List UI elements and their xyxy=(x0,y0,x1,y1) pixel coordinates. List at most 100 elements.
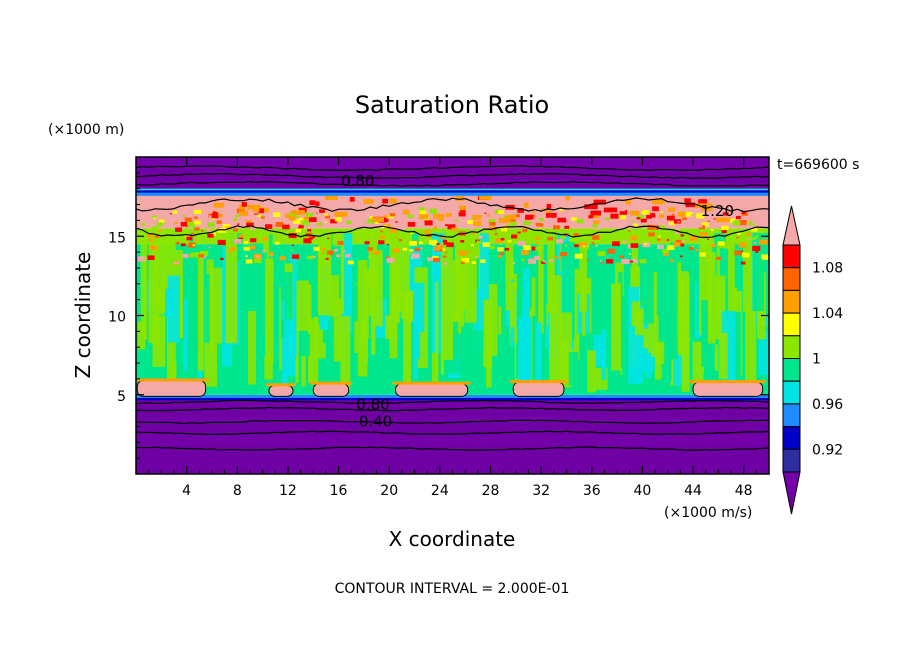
saturation-speckle xyxy=(667,207,675,212)
colorbar-tick-label: 0.96 xyxy=(812,397,843,413)
saturation-speckle xyxy=(347,260,354,265)
saturation-speckle xyxy=(176,262,180,265)
saturation-speckle xyxy=(710,229,714,232)
turbulence-plume xyxy=(549,274,562,388)
turbulence-plume xyxy=(750,233,764,312)
saturation-speckle xyxy=(206,229,211,232)
saturation-speckle xyxy=(374,220,381,224)
saturation-speckle xyxy=(612,241,620,247)
turbulence-plume xyxy=(621,295,626,384)
saturation-speckle xyxy=(194,220,201,225)
saturation-speckle xyxy=(159,212,165,216)
saturation-speckle xyxy=(740,261,746,265)
saturation-speckle xyxy=(682,217,687,221)
saturation-speckle xyxy=(174,222,178,225)
saturation-speckle xyxy=(424,230,430,234)
saturation-speckle xyxy=(514,214,520,218)
saturation-speckle xyxy=(505,224,509,228)
turbulence-plume xyxy=(601,329,607,380)
saturation-speckle xyxy=(279,256,286,261)
saturation-speckle xyxy=(270,254,273,257)
saturation-speckle xyxy=(137,256,147,262)
saturation-speckle xyxy=(564,244,568,247)
turbulence-plume xyxy=(385,315,398,340)
saturation-speckle xyxy=(211,217,216,220)
lower-isoline xyxy=(136,406,769,412)
high-saturation-patch xyxy=(517,208,524,213)
saturation-speckle xyxy=(313,246,320,251)
saturation-speckle xyxy=(531,211,535,213)
saturation-speckle xyxy=(743,257,749,261)
saturation-speckle xyxy=(211,232,217,236)
saturation-speckle xyxy=(442,239,448,243)
cloud-base-lens-rim xyxy=(310,381,352,385)
saturation-speckle xyxy=(765,217,769,222)
saturation-speckle xyxy=(528,258,537,264)
saturation-speckle xyxy=(237,223,240,225)
saturation-speckle xyxy=(460,261,465,265)
high-saturation-patch xyxy=(625,199,631,205)
turbulence-plume xyxy=(379,328,388,386)
saturation-speckle xyxy=(392,248,400,253)
turbulence-plume xyxy=(391,233,401,324)
saturation-speckle xyxy=(613,232,618,236)
lower-isoline xyxy=(136,399,769,405)
turbulence-plume xyxy=(707,251,716,344)
saturation-speckle xyxy=(558,257,561,260)
saturation-speckle xyxy=(561,236,566,239)
saturation-speckle xyxy=(662,248,670,254)
saturation-speckle xyxy=(573,232,579,237)
x-tick-label: 20 xyxy=(380,483,398,499)
saturation-speckle xyxy=(153,217,156,219)
x-tick-label: 8 xyxy=(233,483,242,499)
saturation-speckle xyxy=(680,234,685,237)
saturation-speckle xyxy=(549,259,554,262)
saturation-speckle xyxy=(630,235,638,241)
turbulence-plume xyxy=(301,349,306,387)
saturation-speckle xyxy=(225,226,232,230)
saturation-speckle xyxy=(424,220,433,226)
saturation-speckle xyxy=(476,252,480,255)
high-saturation-patch xyxy=(418,214,429,219)
x-unit-label: (×1000 m/s) xyxy=(664,505,752,521)
saturation-speckle xyxy=(439,235,445,239)
saturation-speckle xyxy=(320,251,325,254)
x-axis-title: X coordinate xyxy=(389,527,516,551)
saturation-speckle xyxy=(721,229,727,234)
saturation-speckle xyxy=(522,229,528,233)
colorbar-segment xyxy=(782,335,801,359)
turbulence-plume xyxy=(140,233,147,340)
saturation-speckle xyxy=(414,247,421,252)
saturation-speckle xyxy=(564,225,570,229)
saturation-speckle xyxy=(383,224,391,229)
turbulence-plume xyxy=(458,269,465,327)
turbulence-plume xyxy=(645,352,652,379)
saturation-speckle xyxy=(208,246,211,249)
turbulence-plume xyxy=(486,326,492,388)
colorbar-segment xyxy=(782,380,801,405)
saturation-speckle xyxy=(367,250,372,253)
saturation-speckle xyxy=(378,240,385,245)
saturation-speckle xyxy=(262,237,268,241)
saturation-speckle xyxy=(640,218,647,223)
saturation-speckle xyxy=(503,215,508,219)
turbulence-plume xyxy=(716,241,720,325)
saturation-speckle xyxy=(682,240,686,243)
saturation-speckle xyxy=(307,229,312,232)
saturation-speckle xyxy=(692,246,694,248)
high-saturation-patch xyxy=(546,203,552,209)
turbulence-plume xyxy=(579,233,587,312)
saturation-speckle xyxy=(207,222,215,227)
turbulence-plume xyxy=(264,356,273,380)
saturation-speckle xyxy=(342,250,346,252)
saturation-speckle xyxy=(619,210,628,215)
saturation-speckle xyxy=(633,223,639,227)
saturation-speckle xyxy=(730,214,734,217)
saturation-speckle xyxy=(647,224,656,230)
saturation-speckle xyxy=(696,223,703,228)
high-saturation-patch xyxy=(334,211,348,217)
saturation-speckle xyxy=(236,208,245,214)
saturation-speckle xyxy=(285,213,293,218)
saturation-speckle xyxy=(560,252,567,257)
saturation-speckle xyxy=(619,215,627,220)
